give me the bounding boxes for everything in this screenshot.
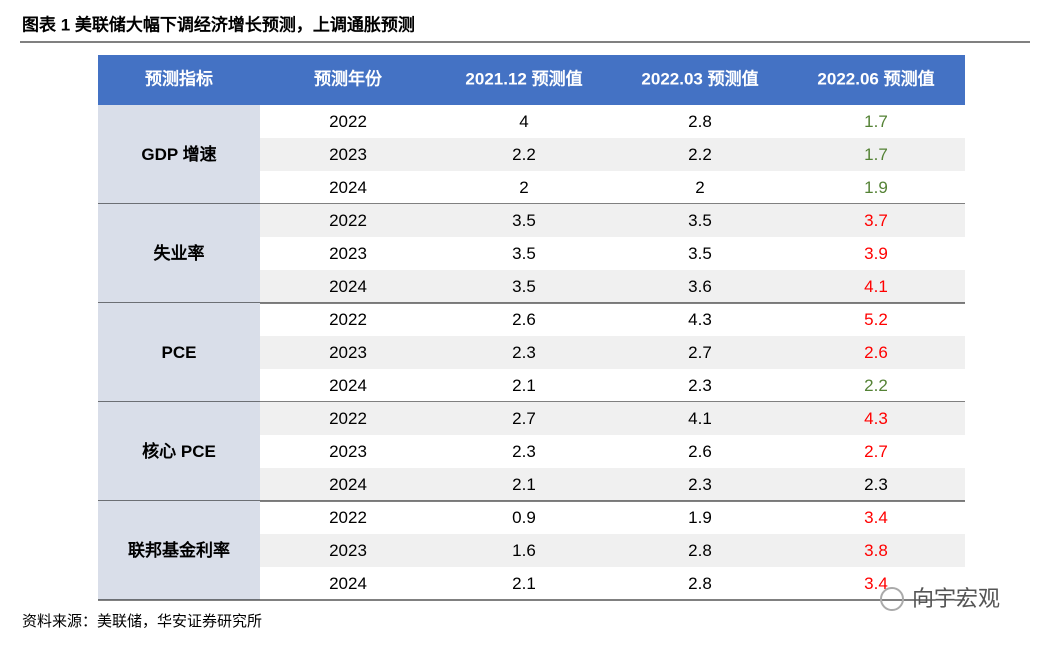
- cell: 2.8: [688, 541, 712, 560]
- group-label: GDP 增速: [141, 144, 216, 164]
- group-label: 联邦基金利率: [128, 540, 230, 560]
- cell: 2024: [329, 574, 367, 593]
- group-label-bg: [98, 303, 260, 402]
- cell: 3.6: [688, 277, 712, 296]
- cell: 2: [519, 178, 528, 197]
- cell: 2023: [329, 442, 367, 461]
- cell: 2.8: [688, 112, 712, 131]
- cell: 2.2: [512, 145, 536, 164]
- cell: 1.9: [688, 508, 712, 527]
- cell: 2.1: [512, 376, 536, 395]
- group-label-bg: [98, 204, 260, 303]
- column-header: 2022.06 预测值: [817, 68, 934, 88]
- cell: 3.9: [864, 244, 888, 263]
- cell: 2.3: [864, 475, 888, 494]
- group-label: 失业率: [154, 243, 205, 263]
- cell: 2.2: [864, 376, 888, 395]
- cell: 2.6: [864, 343, 888, 362]
- cell: 2.7: [688, 343, 712, 362]
- cell: 3.4: [864, 574, 888, 593]
- cell: 2.8: [688, 574, 712, 593]
- row-shade: [260, 336, 965, 369]
- group-label: PCE: [162, 343, 197, 362]
- cell: 2023: [329, 244, 367, 263]
- cell: 2.7: [512, 409, 536, 428]
- column-header: 2021.12 预测值: [465, 68, 582, 88]
- cell: 3.4: [864, 508, 888, 527]
- cell: 2022: [329, 211, 367, 230]
- cell: 3.8: [864, 541, 888, 560]
- cell: 2022: [329, 409, 367, 428]
- cell: 2: [695, 178, 704, 197]
- cell: 2.3: [512, 343, 536, 362]
- cell: 2022: [329, 508, 367, 527]
- cell: 2022: [329, 112, 367, 131]
- row-shade: [260, 468, 965, 501]
- column-header: 预测年份: [314, 68, 383, 88]
- cell: 2.1: [512, 475, 536, 494]
- row-shade: [260, 270, 965, 303]
- cell: 2024: [329, 277, 367, 296]
- cell: 2023: [329, 541, 367, 560]
- cell: 3.5: [512, 244, 536, 263]
- cell: 2.6: [512, 310, 536, 329]
- cell: 3.5: [688, 244, 712, 263]
- title: 图表 1 美联储大幅下调经济增长预测，上调通胀预测: [22, 14, 415, 34]
- cell: 2.7: [864, 442, 888, 461]
- cell: 2.2: [688, 145, 712, 164]
- group-label-bg: [98, 402, 260, 501]
- group-label: 核心 PCE: [142, 441, 216, 461]
- cell: 4.1: [864, 277, 888, 296]
- watermark-text: 向宇宏观: [912, 586, 1000, 611]
- group-label-bg: [98, 501, 260, 600]
- cell: 3.5: [688, 211, 712, 230]
- column-header: 2022.03 预测值: [641, 68, 758, 88]
- cell: 4.3: [688, 310, 712, 329]
- cell: 2.6: [688, 442, 712, 461]
- cell: 2024: [329, 475, 367, 494]
- cell: 2024: [329, 178, 367, 197]
- row-shade: [260, 204, 965, 237]
- cell: 2.3: [688, 376, 712, 395]
- cell: 3.5: [512, 211, 536, 230]
- cell: 2.3: [688, 475, 712, 494]
- cell: 2.1: [512, 574, 536, 593]
- cell: 2023: [329, 145, 367, 164]
- watermark: 向宇宏观: [880, 586, 1000, 611]
- cell: 1.7: [864, 112, 888, 131]
- cell: 1.7: [864, 145, 888, 164]
- cell: 4.1: [688, 409, 712, 428]
- cell: 2.3: [512, 442, 536, 461]
- group-label-bg: [98, 105, 260, 204]
- table-header: [98, 55, 965, 105]
- cell: 4: [519, 112, 528, 131]
- cell: 2024: [329, 376, 367, 395]
- cell: 4.3: [864, 409, 888, 428]
- cell: 1.6: [512, 541, 536, 560]
- row-shade: [260, 402, 965, 435]
- cell: 1.9: [864, 178, 888, 197]
- cell: 2022: [329, 310, 367, 329]
- watermark-icon: [880, 587, 904, 611]
- row-shade: [260, 534, 965, 567]
- cell: 3.7: [864, 211, 888, 230]
- cell: 0.9: [512, 508, 536, 527]
- column-header: 预测指标: [145, 68, 213, 88]
- source: 资料来源：美联储，华安证券研究所: [22, 613, 262, 630]
- cell: 3.5: [512, 277, 536, 296]
- cell: 5.2: [864, 310, 888, 329]
- cell: 2023: [329, 343, 367, 362]
- row-shade: [260, 138, 965, 171]
